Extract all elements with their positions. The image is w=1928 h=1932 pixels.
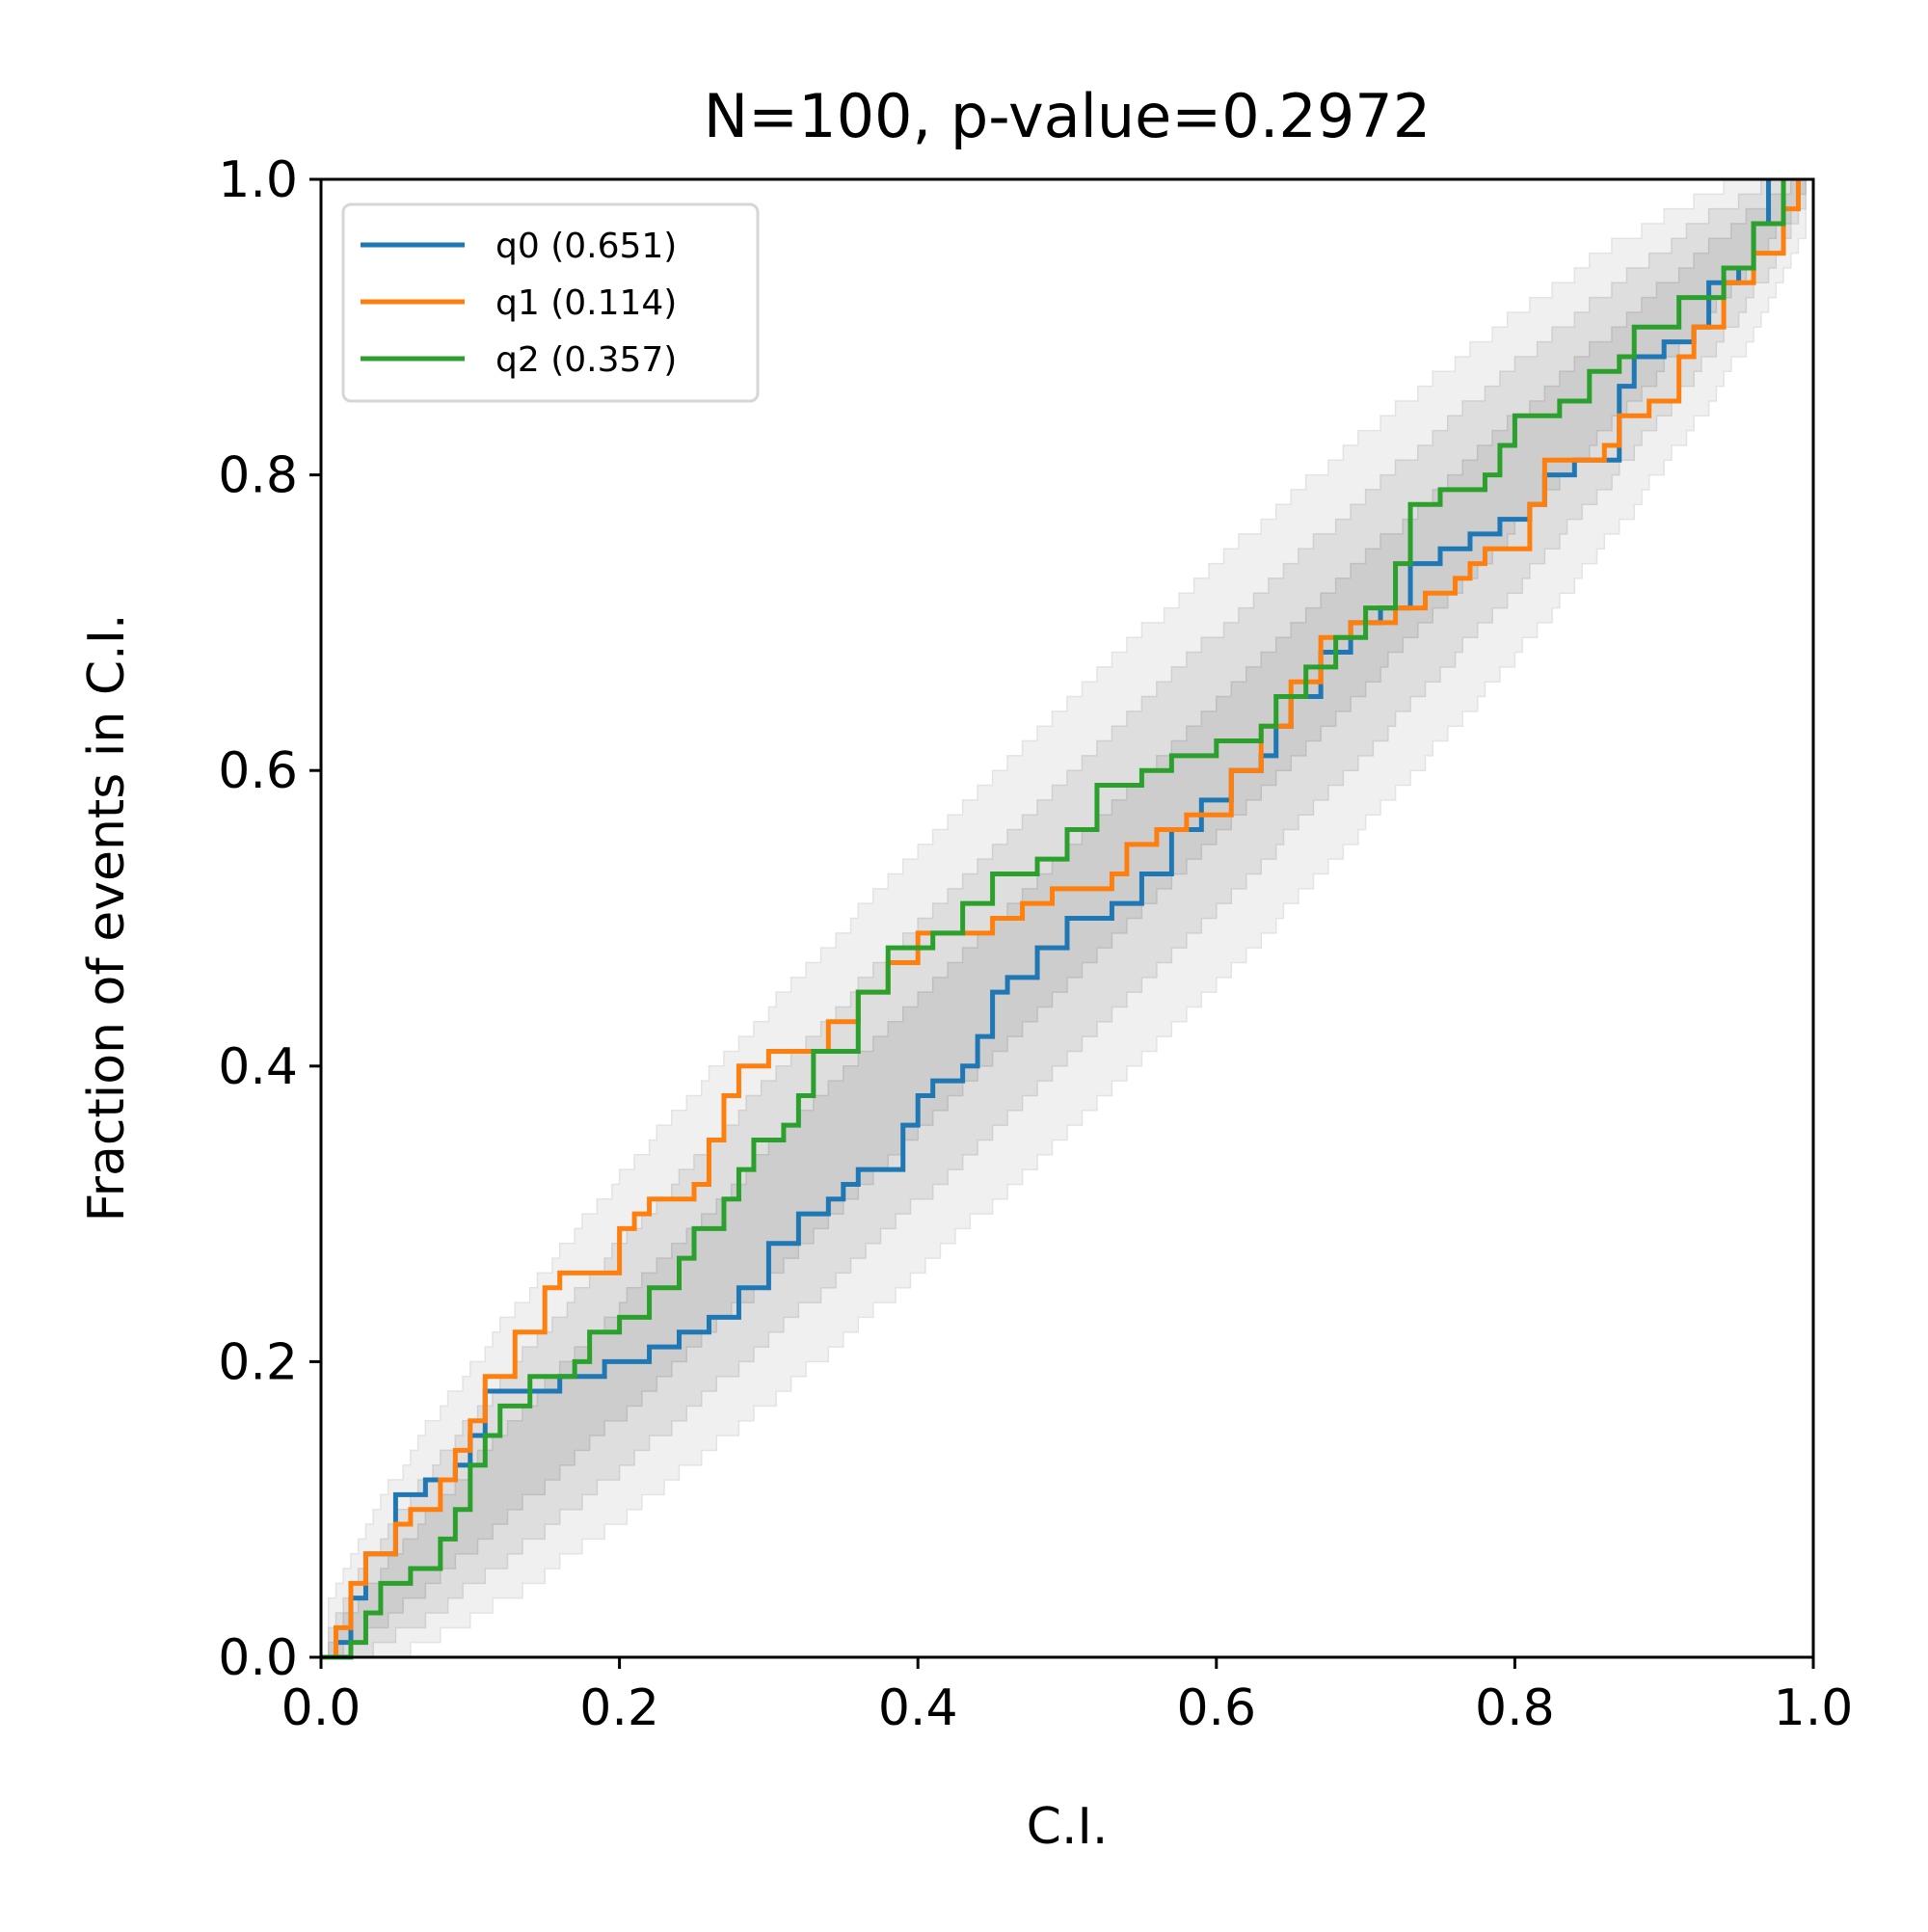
y-tick-label: 0.2: [218, 1333, 298, 1391]
x-tick-label: 0.4: [878, 1679, 958, 1737]
legend-label-q1: q1 (0.114): [495, 283, 677, 323]
series-layer: [321, 179, 1802, 1660]
y-tick-label: 0.4: [218, 1038, 298, 1096]
y-tick-label: 0.0: [218, 1629, 298, 1687]
legend-label-q2: q2 (0.357): [495, 340, 677, 380]
y-tick-label: 1.0: [218, 151, 298, 209]
legend-box: [341, 202, 760, 403]
plot-frame: [319, 177, 1815, 1659]
legend-label-q0: q0 (0.651): [495, 227, 677, 266]
x-tick-label: 1.0: [1774, 1679, 1854, 1737]
x-tick-label: 0.2: [579, 1679, 659, 1737]
y-axis: 0.0 0.2 0.4 0.6 0.8 1.0: [218, 151, 321, 1687]
x-axis: 0.0 0.2 0.4 0.6 0.8 1.0: [281, 1657, 1854, 1737]
series-line-q2: [321, 179, 1786, 1660]
x-axis-label: C.I.: [1027, 1798, 1109, 1856]
x-tick-label: 0.0: [281, 1679, 362, 1737]
legend: q0 (0.651) q1 (0.114) q2 (0.357): [341, 202, 760, 403]
y-axis-label: Fraction of events in C.I.: [78, 613, 136, 1221]
series-line-q1: [321, 179, 1802, 1660]
x-tick-label: 0.8: [1475, 1679, 1555, 1737]
y-tick-label: 0.6: [218, 742, 298, 800]
y-tick-label: 0.8: [218, 447, 298, 505]
x-tick-label: 0.6: [1176, 1679, 1256, 1737]
series-line-q0: [321, 179, 1772, 1660]
chart-title: N=100, p-value=0.2972: [704, 81, 1431, 151]
